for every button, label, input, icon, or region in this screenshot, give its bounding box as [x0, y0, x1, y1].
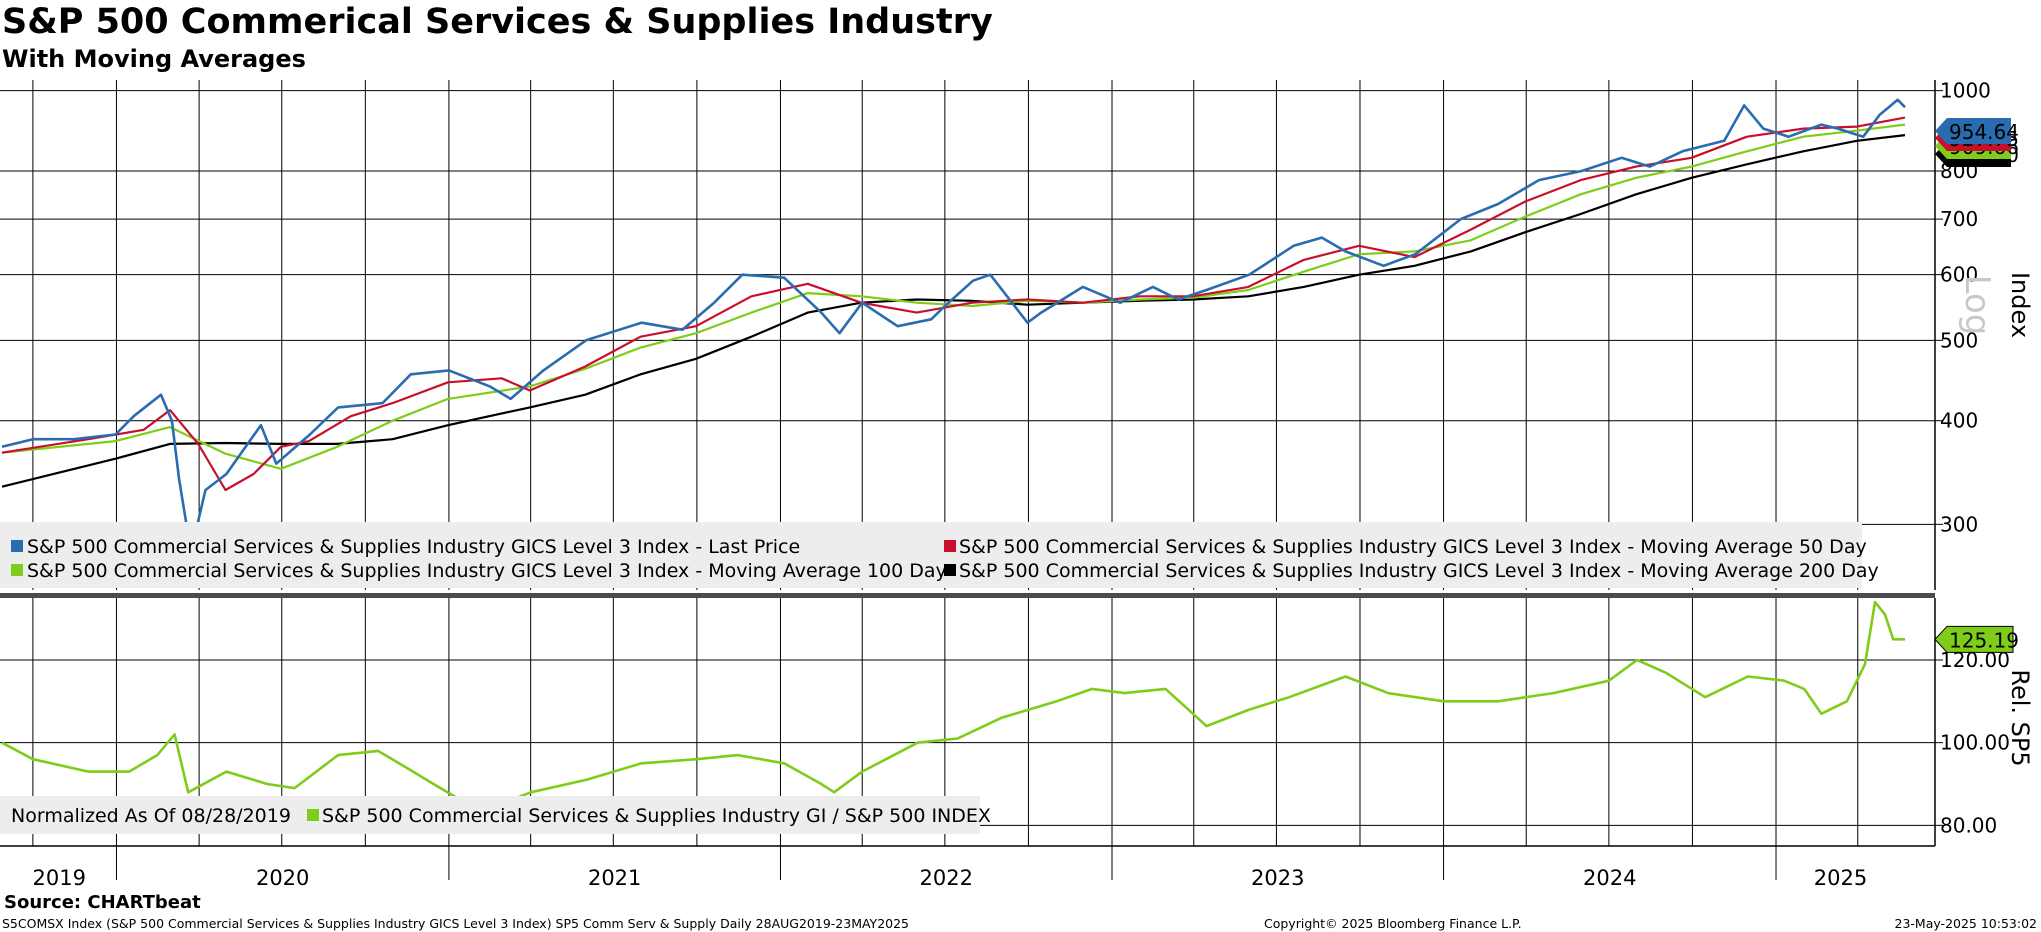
chart-title: S&P 500 Commerical Services & Supplies I… [2, 2, 993, 42]
legend-swatch-ma50 [944, 540, 956, 552]
footer-description: S5COMSX Index (S&P 500 Commercial Servic… [2, 916, 909, 931]
legend-label-relative: S&P 500 Commercial Services & Supplies I… [322, 805, 991, 827]
legend-label-ma100: S&P 500 Commercial Services & Supplies I… [27, 560, 947, 582]
normalized-note: Normalized As Of 08/28/2019 [11, 805, 291, 827]
last-value-badge-box [1935, 118, 2011, 144]
price-y-tick-label: 600 [1940, 263, 1978, 287]
relative-legend-background [0, 796, 980, 834]
price-y-axis-label: Index [2006, 272, 2034, 338]
relative-y-tick-label: 100.00 [1940, 731, 2010, 755]
relative-y-axis-label: Rel. SP5 [2006, 669, 2034, 766]
price-legend-background [0, 522, 1862, 588]
footer-copyright: Copyright© 2025 Bloomberg Finance L.P. [1264, 916, 1522, 931]
last-value-badges: 883.60909.66927.75954.64 [1935, 118, 2019, 167]
relative-series-group [1, 600, 1905, 811]
footer-timestamp: 23-May-2025 10:53:02 [1895, 916, 2037, 931]
relative-line [1, 600, 1905, 811]
legend-swatch-ma200 [944, 564, 956, 576]
price-gridlines [0, 80, 1935, 590]
legend-swatch-ma100 [11, 564, 23, 576]
legend-swatch-relative [307, 809, 319, 821]
x-year-label: 2025 [1814, 866, 1867, 890]
legend-label-ma50: S&P 500 Commercial Services & Supplies I… [959, 536, 1867, 558]
legend-label-last-price: S&P 500 Commercial Services & Supplies I… [27, 536, 800, 558]
x-year-label: 2021 [588, 866, 641, 890]
price-y-tick-label: 300 [1940, 512, 1978, 536]
source-label: Source: CHARTbeat [4, 892, 201, 913]
price-y-tick-label: 400 [1940, 409, 1978, 433]
price-series-group [1, 98, 1906, 554]
relative-y-tick-label: 80.00 [1940, 813, 1997, 837]
price-y-tick-label: 500 [1940, 328, 1978, 352]
relative-badge-box [1934, 625, 2014, 653]
panel-divider [0, 593, 1935, 598]
price-y-tick-label: 1000 [1940, 79, 1991, 103]
legend-swatch-last-price [11, 540, 23, 552]
ma100-line [1, 123, 1906, 470]
legend-label-ma200: S&P 500 Commercial Services & Supplies I… [959, 560, 1879, 582]
x-year-label: 2024 [1583, 866, 1636, 890]
ma200-line [1, 134, 1906, 488]
log-scale-label: Log [1957, 275, 1997, 336]
chart-subtitle: With Moving Averages [2, 45, 306, 73]
x-year-label: 2019 [32, 866, 85, 890]
x-axis: 2019 2020 2021 2022 2023 2024 2025 [0, 845, 1935, 890]
price-line [1, 98, 1906, 554]
x-year-label: 2022 [920, 866, 973, 890]
x-year-label: 2023 [1251, 866, 1304, 890]
relative-badge-text: 125.19 [1949, 628, 2019, 652]
relative-last-value-badge: 125.19 [1934, 625, 2019, 653]
price-y-tick-label: 700 [1940, 207, 1978, 231]
last-value-badge-text: 954.64 [1949, 120, 2019, 144]
price-legend: S&P 500 Commercial Services & Supplies I… [0, 522, 1879, 588]
x-year-label: 2020 [256, 866, 309, 890]
relative-legend: Normalized As Of 08/28/2019 S&P 500 Comm… [0, 796, 991, 834]
